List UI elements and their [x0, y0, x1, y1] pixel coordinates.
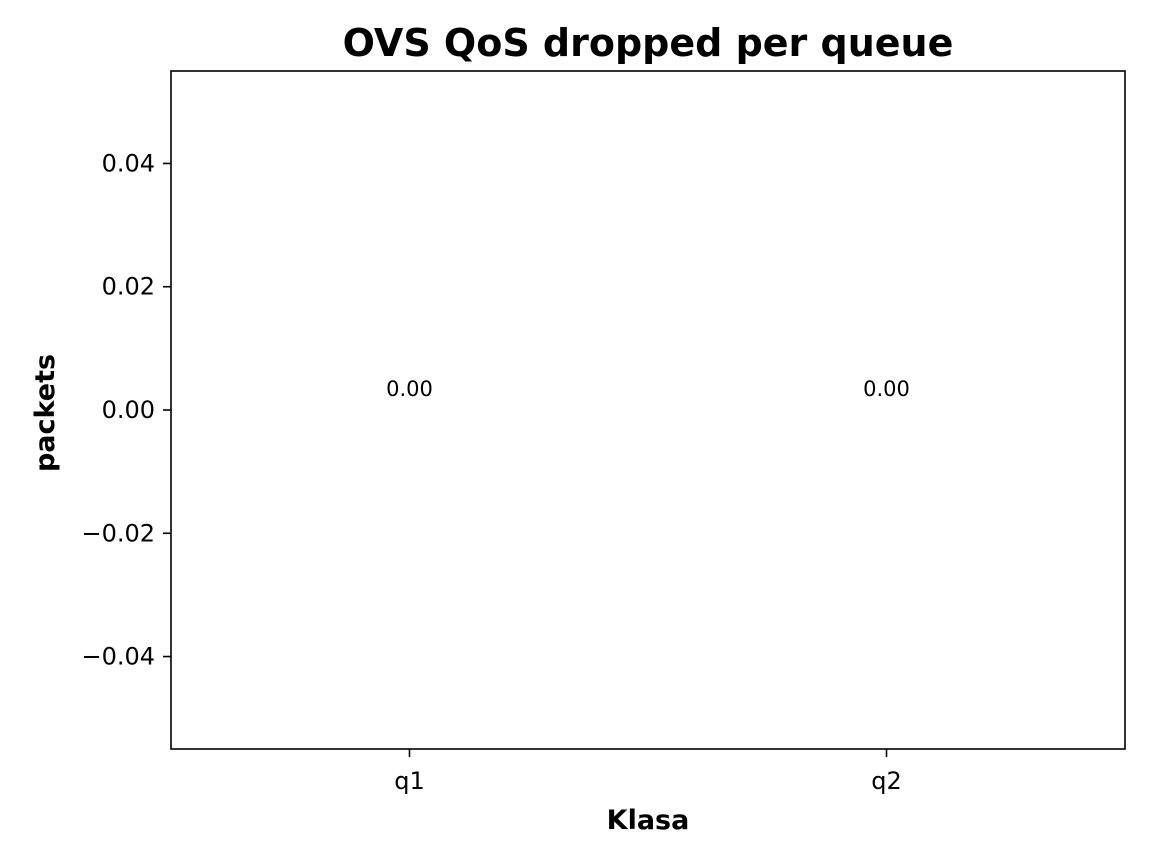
- plot-area-frame: [170, 70, 1126, 750]
- data-labels-group: 0.00 0.00: [386, 377, 910, 401]
- x-axis-title: Klasa: [607, 805, 690, 836]
- data-label-q1: 0.00: [386, 377, 433, 401]
- y-tick-label: 0.04: [102, 149, 155, 177]
- chart-title: OVS QoS dropped per queue: [343, 21, 954, 65]
- y-tick-label: 0.00: [102, 396, 155, 424]
- y-tick-label: 0.02: [102, 273, 155, 301]
- y-axis: 0.04 0.02 0.00 −0.02 −0.04: [81, 149, 171, 671]
- x-tick-label: q2: [871, 767, 902, 795]
- y-tick-label: −0.02: [81, 519, 155, 547]
- x-tick-label: q1: [394, 767, 425, 795]
- y-axis-title: packets: [30, 354, 61, 472]
- data-label-q2: 0.00: [863, 377, 910, 401]
- x-axis: q1 q2: [394, 749, 902, 795]
- y-tick-label: −0.04: [81, 643, 155, 671]
